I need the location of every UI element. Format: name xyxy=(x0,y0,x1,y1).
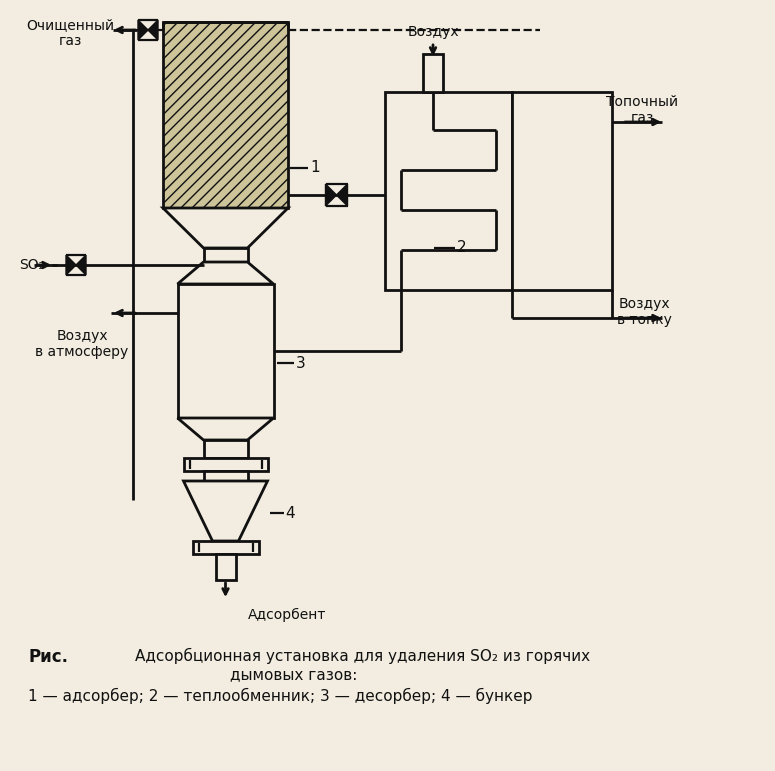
Bar xyxy=(192,541,259,554)
Text: 4: 4 xyxy=(285,506,295,520)
Text: 1 — адсорбер; 2 — теплообменник; 3 — десорбер; 4 — бункер: 1 — адсорбер; 2 — теплообменник; 3 — дес… xyxy=(28,688,532,704)
Bar xyxy=(163,22,288,208)
Polygon shape xyxy=(148,20,158,40)
Bar xyxy=(177,284,274,418)
Text: дымовых газов:: дымовых газов: xyxy=(230,667,357,682)
Polygon shape xyxy=(163,208,288,248)
Text: Воздух
в топку: Воздух в топку xyxy=(617,297,671,327)
Text: Рис.: Рис. xyxy=(28,648,68,666)
Text: Адсорбционная установка для удаления SO₂ из горячих: Адсорбционная установка для удаления SO₂… xyxy=(135,648,590,664)
Text: Адсорбент: Адсорбент xyxy=(247,608,326,622)
Bar xyxy=(512,92,612,290)
Polygon shape xyxy=(336,184,347,206)
Polygon shape xyxy=(76,255,86,275)
Text: Топочный
газ: Топочный газ xyxy=(606,95,678,125)
Bar xyxy=(215,554,236,580)
Polygon shape xyxy=(177,262,274,284)
Polygon shape xyxy=(66,255,76,275)
Polygon shape xyxy=(138,20,148,40)
Bar xyxy=(385,92,512,290)
Bar xyxy=(204,248,247,262)
Text: Воздух: Воздух xyxy=(407,25,459,39)
Polygon shape xyxy=(184,481,267,541)
Text: 3: 3 xyxy=(295,355,305,371)
Text: 1: 1 xyxy=(310,160,319,176)
Text: Воздух
в атмосферу: Воздух в атмосферу xyxy=(36,329,129,359)
Bar xyxy=(423,54,443,92)
Polygon shape xyxy=(177,418,274,440)
Text: Очищенный
газ: Очищенный газ xyxy=(26,18,114,49)
Text: SO₂: SO₂ xyxy=(19,258,44,272)
Polygon shape xyxy=(326,184,336,206)
Bar xyxy=(204,440,247,458)
Bar xyxy=(184,458,267,471)
Bar xyxy=(204,471,247,481)
Text: 2: 2 xyxy=(456,241,466,255)
